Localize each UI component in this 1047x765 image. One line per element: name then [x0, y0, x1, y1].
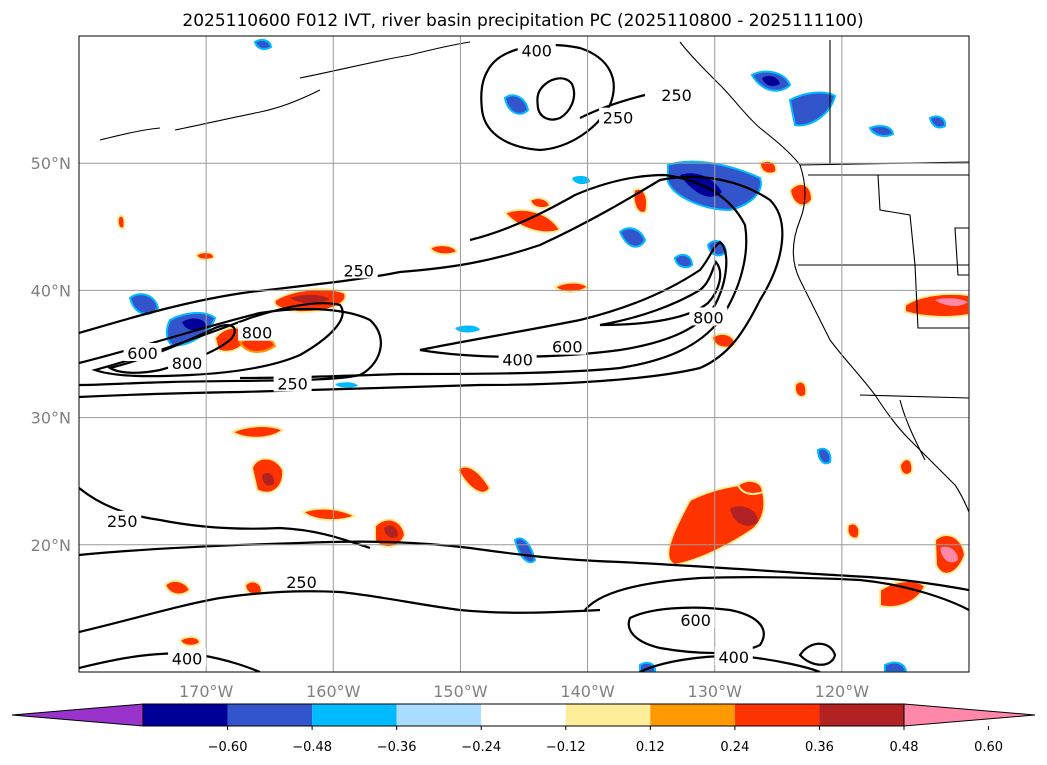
colorbar-tick-label: −0.36	[377, 740, 417, 755]
contour-label-bg	[714, 647, 753, 666]
contour-label-bg	[517, 40, 556, 59]
lon-tick-label: 120°W	[815, 682, 870, 701]
lon-tick-label: 160°W	[306, 682, 361, 701]
contour-label-bg	[498, 349, 537, 368]
latitude-labels: 50°N 40°N 30°N 20°N	[31, 154, 71, 555]
contour-label-bg	[548, 336, 587, 355]
lon-tick-label: 150°W	[433, 682, 488, 701]
colorbar-segment	[481, 704, 566, 726]
colorbar-tick-label: 0.60	[974, 740, 1003, 755]
colorbar-segment	[143, 704, 228, 726]
colorbar	[11, 703, 1036, 727]
colorbar-segment	[650, 704, 735, 726]
contour-label: 250	[343, 261, 374, 280]
contour-label-bg	[689, 307, 728, 326]
precip-positive-shading	[116, 159, 969, 647]
lon-tick-label: 130°W	[688, 682, 743, 701]
colorbar-tick-label: 0.24	[720, 740, 749, 755]
contour-label: 600	[552, 338, 583, 357]
colorbar-segment	[227, 704, 313, 726]
contour-label: 400	[521, 41, 552, 60]
coastline	[99, 40, 969, 513]
contour-label: 800	[172, 354, 203, 373]
colorbar-segment	[565, 704, 651, 726]
contour-label: 250	[277, 375, 308, 394]
lon-tick-label: 170°W	[179, 682, 234, 701]
contour-label-bg	[282, 571, 321, 590]
contour-label: 800	[693, 308, 724, 327]
contour-label: 400	[502, 350, 533, 369]
colorbar-tick-label: 0.12	[636, 740, 665, 755]
contour-label: 250	[603, 109, 634, 128]
contour-label: 250	[661, 86, 692, 105]
contour-label: 600	[127, 344, 158, 363]
colorbar-outline	[142, 703, 905, 727]
ivt-contours	[79, 43, 969, 672]
contour-label-bg	[599, 107, 638, 126]
contour-label-bg	[168, 353, 207, 372]
contour-label: 800	[242, 324, 273, 343]
contour-label: 400	[719, 648, 750, 667]
map-gridlines	[79, 36, 969, 672]
contour-label-bg	[273, 373, 312, 392]
colorbar-tick-label: −0.24	[461, 740, 501, 755]
lon-tick-label: 140°W	[560, 682, 615, 701]
colorbar-extend-high	[903, 703, 1036, 727]
colorbar-tick-labels: −0.60 −0.48 −0.36 −0.24 −0.12 0.12 0.24 0.36 0.4…	[208, 726, 1003, 755]
map-panel: 400 250 250 250 800 600 800 800 600 400 250 250 250 6…	[79, 36, 969, 672]
colorbar-tick-label: −0.60	[208, 740, 248, 755]
colorbar-segment	[396, 704, 482, 726]
contour-labels: 400 250 250 250 800 600 800 800 600 400 250 250 250 6…	[103, 40, 753, 668]
colorbar-extend-low	[11, 703, 144, 727]
contour-label-bg	[123, 343, 162, 361]
contour-label-bg	[676, 610, 715, 629]
figure-title: 2025110600 F012 IVT, river basin precipi…	[182, 11, 863, 31]
lat-tick-label: 50°N	[31, 154, 71, 173]
contour-label: 400	[172, 649, 203, 668]
contour-label-bg	[238, 322, 276, 341]
colorbar-tick-label: −0.48	[292, 740, 332, 755]
colorbar-segment	[734, 704, 820, 726]
contour-label: 250	[107, 512, 138, 531]
colorbar-segment	[819, 704, 904, 726]
colorbar-tick-label: 0.48	[890, 740, 919, 755]
contour-label-bg	[657, 84, 696, 103]
map-frame	[78, 35, 970, 673]
lat-tick-label: 30°N	[31, 409, 71, 428]
contour-label-bg	[103, 510, 142, 529]
colorbar-tick-label: 0.36	[805, 740, 834, 755]
colorbar-segment	[312, 704, 397, 726]
contour-label-bg	[339, 260, 378, 279]
contour-label-bg	[168, 648, 207, 667]
longitude-labels: 170°W 160°W 150°W 140°W 130°W 120°W	[179, 682, 869, 701]
lat-tick-label: 20°N	[31, 536, 71, 555]
lat-tick-label: 40°N	[31, 281, 71, 300]
contour-label: 600	[680, 611, 711, 630]
colorbar-tick-label: −0.12	[546, 740, 586, 755]
contour-label: 250	[286, 573, 317, 592]
